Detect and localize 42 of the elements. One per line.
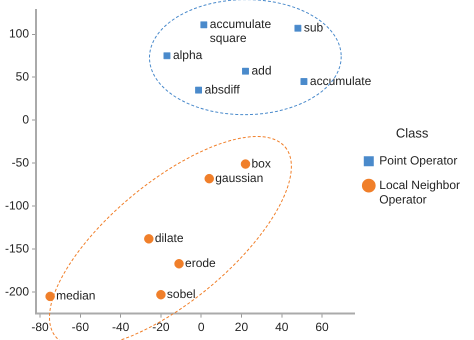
x-tick-label: -80 [31,320,50,334]
annotation: erode [185,256,216,270]
point [300,78,308,85]
annotation: add [252,64,272,78]
y-tick-label: -50 [12,156,30,170]
annotation: alpha [172,48,203,62]
x-tick-label: 20 [234,320,248,334]
point [164,52,170,60]
annotation: accumulate [310,74,372,88]
y-tick-label: 0 [22,112,30,127]
point [156,290,166,300]
point [144,234,154,244]
x-tick-label: -40 [112,320,130,334]
point [200,21,208,28]
y-tick-label: -150 [4,241,30,256]
point [204,174,214,184]
annotation: median [56,288,96,303]
point [45,292,55,302]
y-tick-label: -100 [4,198,30,212]
y-tick-label: 50 [16,70,30,84]
annotation: sobel [166,287,196,302]
annotation: absdiff [204,82,240,96]
point [242,68,249,75]
y-tick-label: 100 [8,26,30,41]
point [174,259,184,268]
annotation: accumulate square [210,17,272,46]
x-tick-label: 60 [315,320,330,334]
point [294,24,302,32]
x-tick-label: 40 [275,320,289,334]
annotation: dilate [154,231,184,246]
legend-label: Local Neighbor Operator [379,178,460,206]
legend-label: Point Operator [379,154,458,168]
x-tick-label: 0 [198,320,205,334]
y-tick-label: -200 [4,284,30,298]
annotation: box [252,156,271,170]
point [195,86,202,94]
annotation: gaussian [215,170,264,185]
annotation: sub [304,20,324,35]
x-tick-label: -20 [152,320,170,334]
point [240,159,250,169]
legend-title: Class [396,126,429,141]
x-tick-label: -60 [72,320,90,334]
